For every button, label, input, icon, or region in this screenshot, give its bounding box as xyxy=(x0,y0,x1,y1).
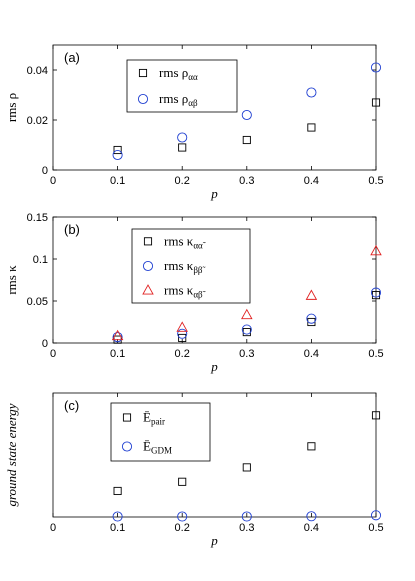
data-point xyxy=(112,149,123,161)
x-tick-label: 0.2 xyxy=(175,348,190,360)
data-point xyxy=(305,289,318,300)
data-point xyxy=(306,87,317,98)
y-tick-label: 0.15 xyxy=(27,212,48,224)
data-point xyxy=(241,511,252,522)
panel-label: (b) xyxy=(64,222,80,237)
x-tick-label: 0.5 xyxy=(368,175,383,187)
x-axis-label: p xyxy=(210,533,218,548)
data-point xyxy=(306,313,317,324)
plot-area-frame xyxy=(52,216,377,344)
data-point xyxy=(177,328,188,339)
data-point xyxy=(178,477,187,486)
x-tick-label: 0 xyxy=(50,348,56,360)
x-tick-label: 0.1 xyxy=(110,175,125,187)
data-point xyxy=(241,324,252,335)
x-tick-label: 0.2 xyxy=(175,175,190,187)
chart-panel-a: 0 0.1 0.2 0.3 0.4 0.5 0 0.02 0.04 p rms ρ (a) rms ρα… xyxy=(4,44,384,201)
legend-marker xyxy=(122,413,132,422)
x-tick-label: 0.4 xyxy=(304,175,319,187)
data-point xyxy=(242,135,251,145)
data-point xyxy=(370,244,382,256)
data-point xyxy=(177,132,188,143)
legend: Ēpair ĒGDM xyxy=(110,402,211,462)
y-axis-label: rms κ xyxy=(4,265,19,295)
legend-label: rms ραα xyxy=(159,65,198,82)
x-tick-label: 0.4 xyxy=(304,522,319,534)
plot-area-frame xyxy=(52,44,377,171)
data-point xyxy=(112,332,123,343)
data-point xyxy=(371,411,381,420)
y-tick-label: 0.05 xyxy=(27,296,48,308)
y-tick-label: 0.04 xyxy=(27,65,48,77)
data-point xyxy=(241,109,252,121)
series-triangle xyxy=(111,244,382,341)
data-point xyxy=(242,463,251,472)
x-tick-label: 0.5 xyxy=(368,348,383,360)
panel-label: (a) xyxy=(64,50,80,65)
data-point xyxy=(370,62,382,73)
data-point xyxy=(370,287,382,298)
legend-label: rms κββ̃ xyxy=(164,258,205,275)
x-tick-label: 0.3 xyxy=(239,348,254,360)
data-point xyxy=(178,333,187,343)
legend-label: Ēpair xyxy=(143,410,165,427)
data-point xyxy=(307,123,316,132)
y-tick-label: 0.02 xyxy=(27,115,48,127)
chart-panel-c: 0 0.1 0.2 0.3 0.4 0.5 p ground state energy (c) Ē… xyxy=(4,392,384,548)
legend-label: rms καβ̃ xyxy=(164,283,206,300)
data-point xyxy=(112,511,123,522)
x-axis-label: p xyxy=(210,186,218,201)
data-point xyxy=(111,329,124,341)
legend-marker xyxy=(143,237,153,246)
x-tick-label: 0.3 xyxy=(239,522,254,534)
legend-label: ĒGDM xyxy=(143,439,172,456)
plot-area-frame xyxy=(52,392,377,518)
x-tick-label: 0 xyxy=(50,522,56,534)
series-square xyxy=(113,411,381,496)
x-tick-label: 0.4 xyxy=(304,348,319,360)
data-point xyxy=(306,511,317,522)
x-tick-label: 0 xyxy=(50,175,56,187)
legend-label: rms ραβ xyxy=(159,91,198,108)
data-point xyxy=(178,143,187,152)
legend-marker xyxy=(121,441,133,452)
series-circle xyxy=(112,510,382,522)
series-square xyxy=(113,98,381,155)
data-point xyxy=(241,308,253,320)
chart-panel-b: 0 0.1 0.2 0.3 0.4 0.5 0 0.05 0.1 0.15 p rms κ (b) rms… xyxy=(4,212,384,374)
x-tick-label: 0.5 xyxy=(368,522,383,534)
data-point xyxy=(176,321,188,332)
legend-marker xyxy=(142,284,154,295)
data-point xyxy=(177,511,188,522)
legend-label: rms καα̃ xyxy=(164,233,206,250)
data-point xyxy=(371,98,381,107)
panel-label: (c) xyxy=(64,398,79,413)
y-axis-label: rms ρ xyxy=(4,93,19,122)
y-tick-label: 0.1 xyxy=(33,254,48,266)
y-tick-label: 0 xyxy=(42,165,48,177)
legend-marker xyxy=(138,68,148,78)
x-tick-label: 0.1 xyxy=(110,348,125,360)
series-circle xyxy=(112,287,382,343)
y-axis-label: ground state energy xyxy=(4,403,19,506)
legend-marker xyxy=(142,260,154,272)
legend: rms ραα rms ραβ xyxy=(126,59,238,113)
x-tick-label: 0.1 xyxy=(110,522,125,534)
legend-marker xyxy=(137,93,149,105)
series-circle xyxy=(112,62,382,161)
data-point xyxy=(370,510,382,521)
x-tick-label: 0.2 xyxy=(175,522,190,534)
x-axis-label: p xyxy=(210,359,218,374)
x-tick-label: 0.3 xyxy=(239,175,254,187)
data-point xyxy=(307,442,316,451)
data-point xyxy=(113,145,122,155)
y-tick-label: 0 xyxy=(42,338,48,350)
data-point xyxy=(113,486,122,496)
legend: rms καα̃ rms κββ̃ rms καβ̃ xyxy=(131,228,251,304)
